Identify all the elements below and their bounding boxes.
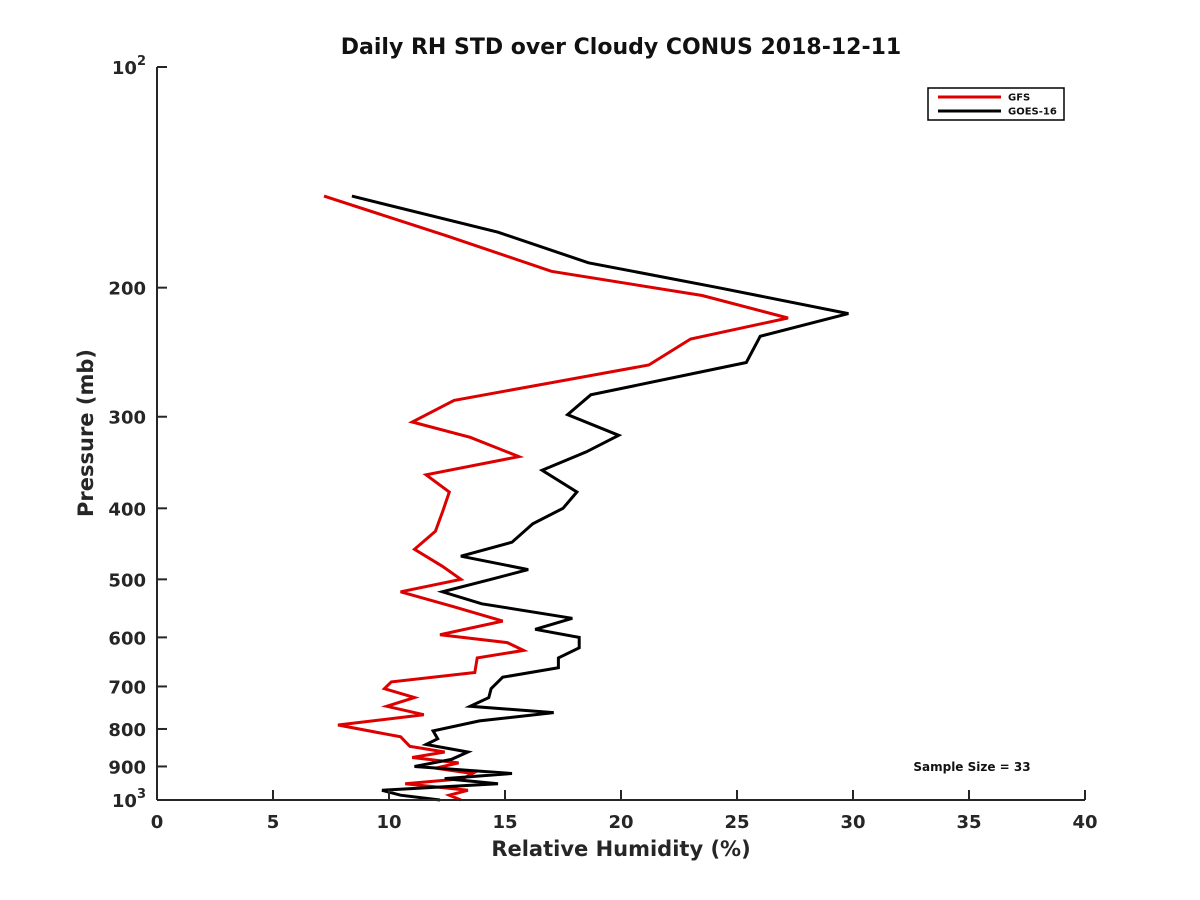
y-tick-label: 600 [108,628,146,649]
x-tick-label: 25 [724,812,749,833]
x-tick-label: 20 [608,812,633,833]
legend-box [927,87,1065,121]
x-tick-label: 40 [1072,812,1097,833]
x-tick-label: 30 [840,812,865,833]
axes: 0 5 10 15 20 25 30 35 40 102 200 300 400 500 600 700 800… [108,54,1097,833]
y-tick-label: 200 [108,279,146,300]
series-line-goes-16 [351,194,849,802]
x-tick-label: 15 [492,812,517,833]
sample-size-annotation: Sample Size = 33 [913,760,1030,774]
y-tick-label: 400 [108,499,146,520]
series-lines [323,194,849,802]
legend: GFS GOES-16 [927,87,1065,121]
y-tick-label-power: 103 [112,787,146,812]
x-tick-label: 0 [151,812,164,833]
y-axis-label: Pressure (mb) [74,349,98,517]
series-line-gfs [323,194,789,802]
y-tick-label: 700 [108,677,146,698]
legend-label-goes-16: GOES-16 [1008,107,1057,118]
x-axis-label: Relative Humidity (%) [491,837,750,861]
x-tick-label: 5 [267,812,280,833]
y-tick-label-power: 102 [112,54,146,79]
chart-title: Daily RH STD over Cloudy CONUS 2018-12-1… [341,35,901,60]
y-tick-label: 300 [108,408,146,429]
y-tick-label: 500 [108,570,146,591]
y-tick-label: 800 [108,720,146,741]
x-tick-label: 10 [376,812,401,833]
legend-label-gfs: GFS [1008,93,1030,104]
y-tick-label: 900 [108,757,146,778]
x-tick-label: 35 [956,812,981,833]
